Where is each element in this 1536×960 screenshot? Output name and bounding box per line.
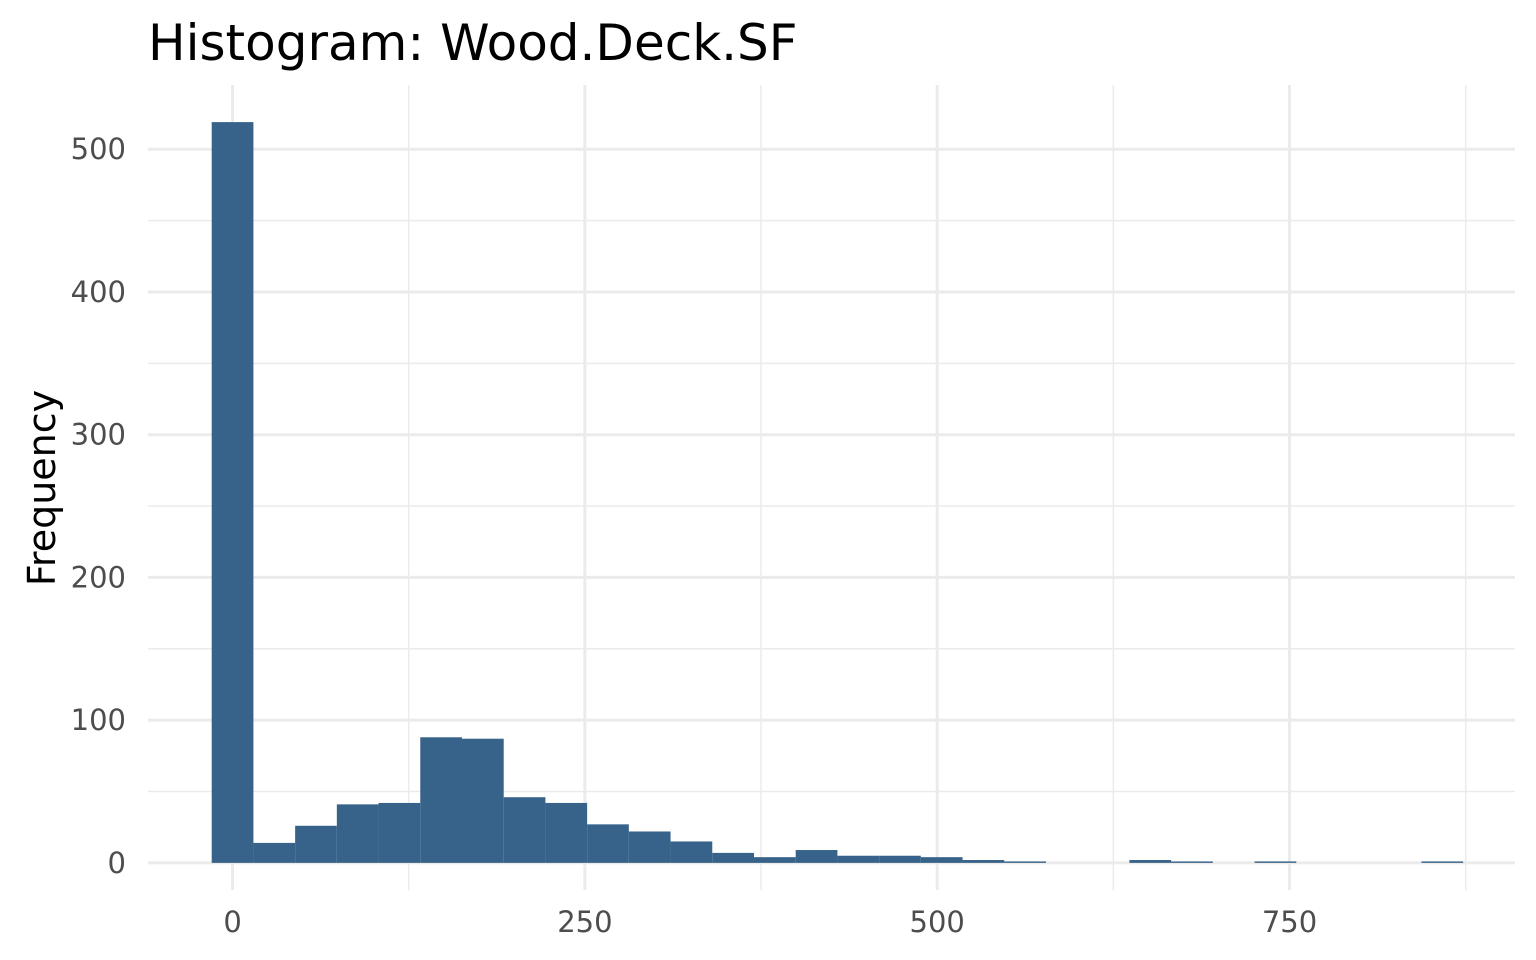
chart-title: Histogram: Wood.Deck.SF [148,14,798,72]
histogram-bar [295,825,337,863]
x-tick-label: 750 [1262,905,1317,939]
histogram-bar [1254,861,1297,863]
y-tick-label: 400 [71,275,126,309]
x-tick-label: 0 [223,905,241,939]
histogram-bar [461,738,504,863]
y-axis-tick-labels: 0 100 200 300 400 500 [71,132,126,880]
histogram-bars [211,122,1464,863]
y-tick-label: 500 [71,132,126,166]
histogram-bar [420,737,462,863]
histogram-bar [587,824,629,863]
histogram-bar [336,804,379,863]
histogram-bar [837,855,880,863]
y-tick-label: 200 [71,560,126,594]
histogram-bar [545,802,588,863]
histogram-bar [503,797,546,863]
histogram-bar [1129,860,1172,863]
histogram-bar [211,122,254,863]
y-tick-label: 0 [108,846,126,880]
y-axis-label: Frequency [20,390,64,586]
x-tick-label: 250 [557,905,612,939]
histogram-bar [920,857,963,863]
x-tick-label: 500 [910,905,965,939]
histogram-bar [670,841,713,863]
y-tick-label: 300 [71,418,126,452]
histogram-bar [1004,861,1046,863]
x-axis-tick-labels: 0 250 500 750 [223,905,1317,939]
histogram-bar [1171,861,1213,863]
histogram-bar [1421,861,1464,863]
histogram-bar [962,860,1005,863]
histogram-bar [628,831,671,863]
y-tick-label: 100 [71,703,126,737]
histogram-bar [253,842,296,863]
histogram-bar [378,802,421,863]
histogram-bar [879,855,921,863]
histogram-bar [795,850,838,863]
histogram-bar [753,857,796,863]
grid-lines [148,85,1515,890]
histogram-bar [712,852,754,863]
